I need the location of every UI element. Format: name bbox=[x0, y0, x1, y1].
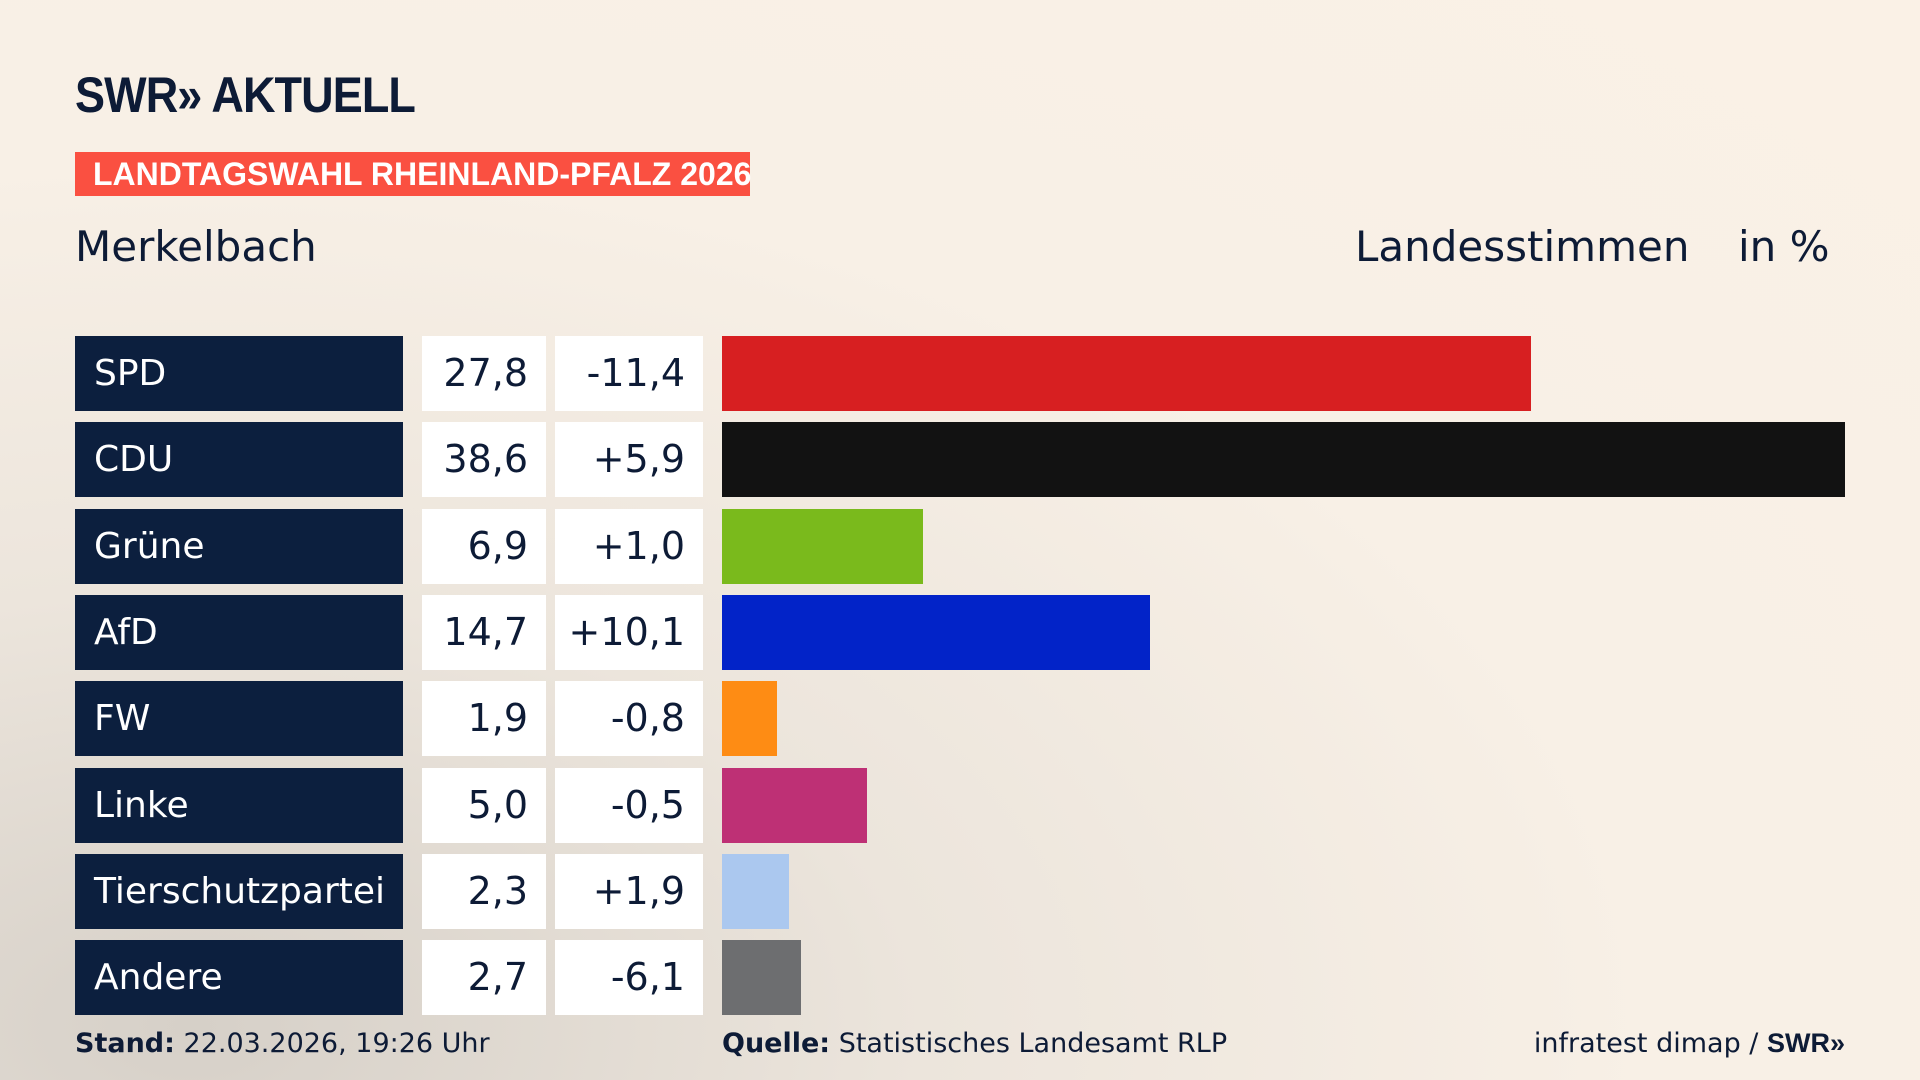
party-value: 2,7 bbox=[422, 940, 546, 1016]
party-value: 27,8 bbox=[422, 336, 546, 411]
party-value: 14,7 bbox=[422, 594, 546, 670]
result-row: FW 1,9 -0,8 bbox=[0, 681, 1920, 757]
swr-aktuell-logo: SWR» AKTUELL bbox=[75, 67, 416, 123]
party-diff: -0,8 bbox=[555, 681, 703, 757]
party-bar bbox=[722, 336, 1531, 411]
credit-text: infratest dimap / bbox=[1533, 1028, 1767, 1059]
source-label: Quelle: bbox=[722, 1028, 831, 1059]
vote-type-label: Landesstimmen bbox=[1355, 222, 1690, 271]
party-name: Tierschutzpartei bbox=[75, 853, 403, 929]
party-bar bbox=[722, 422, 1845, 498]
result-row: SPD 27,8 -11,4 bbox=[0, 336, 1920, 411]
party-name: CDU bbox=[75, 422, 403, 498]
result-row: Linke 5,0 -0,5 bbox=[0, 767, 1920, 843]
party-name: AfD bbox=[75, 594, 403, 670]
party-diff: -6,1 bbox=[555, 940, 703, 1016]
party-bar bbox=[722, 767, 868, 843]
party-name: Linke bbox=[75, 767, 403, 843]
stand-value: 22.03.2026, 19:26 Uhr bbox=[183, 1028, 490, 1059]
election-banner: LANDTAGSWAHL RHEINLAND-PFALZ 2026 bbox=[75, 152, 751, 196]
stand-label: Stand: bbox=[75, 1028, 175, 1059]
party-diff: -0,5 bbox=[555, 767, 703, 843]
party-bar bbox=[722, 594, 1150, 670]
result-row: Andere 2,7 -6,1 bbox=[0, 940, 1920, 1016]
source: Quelle: Statistisches Landesamt RLP bbox=[722, 1028, 1227, 1059]
party-bar bbox=[722, 940, 801, 1016]
party-name: Andere bbox=[75, 940, 403, 1016]
party-value: 38,6 bbox=[422, 422, 546, 498]
result-row: CDU 38,6 +5,9 bbox=[0, 422, 1920, 498]
party-name: SPD bbox=[75, 336, 403, 411]
party-diff: +10,1 bbox=[555, 594, 703, 670]
party-value: 5,0 bbox=[422, 767, 546, 843]
result-row: Grüne 6,9 +1,0 bbox=[0, 508, 1920, 584]
source-value: Statistisches Landesamt RLP bbox=[838, 1028, 1228, 1059]
unit-label: in % bbox=[1738, 222, 1830, 271]
place-title: Merkelbach bbox=[75, 222, 317, 271]
party-name: FW bbox=[75, 681, 403, 757]
party-bar bbox=[722, 508, 923, 584]
party-name: Grüne bbox=[75, 508, 403, 584]
swr-logo: SWR» bbox=[1766, 1028, 1845, 1058]
credit: infratest dimap / SWR» bbox=[1534, 1028, 1845, 1059]
result-row: Tierschutzpartei 2,3 +1,9 bbox=[0, 853, 1920, 929]
party-diff: +1,9 bbox=[555, 853, 703, 929]
stand: Stand: 22.03.2026, 19:26 Uhr bbox=[75, 1028, 490, 1059]
party-value: 1,9 bbox=[422, 681, 546, 757]
party-diff: +1,0 bbox=[555, 508, 703, 584]
party-bar bbox=[722, 853, 789, 929]
party-value: 2,3 bbox=[422, 853, 546, 929]
party-bar bbox=[722, 681, 778, 757]
party-value: 6,9 bbox=[422, 508, 546, 584]
result-row: AfD 14,7 +10,1 bbox=[0, 594, 1920, 670]
party-diff: +5,9 bbox=[555, 422, 703, 498]
party-diff: -11,4 bbox=[555, 336, 703, 411]
